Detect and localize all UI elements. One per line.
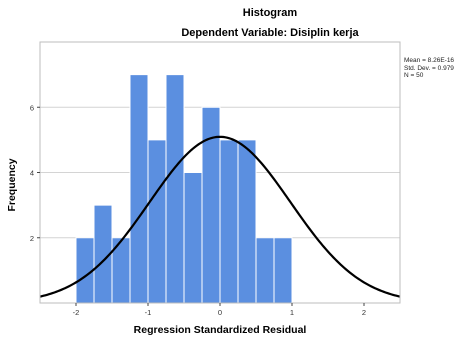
histogram-bar [129,74,149,304]
x-tick-label: 1 [290,308,294,317]
y-tick-label: 6 [30,103,34,112]
histogram-bar [237,139,257,304]
curve-layer [39,135,401,298]
x-tick-label: 0 [218,308,222,317]
axis-layer: -2 -1 0 1 2 2 4 6 [30,41,401,317]
stats-mean: Mean = 8.26E-16 [404,57,455,64]
x-axis-label: Regression Standardized Residual [133,324,307,336]
stats-n: N = 50 [404,72,424,79]
histogram-bar [183,172,203,304]
chart-subtitle: Dependent Variable: Disiplin kerja [181,27,359,39]
histogram-bar [219,139,239,304]
histogram-bar [165,74,185,304]
histogram-bar [273,237,293,304]
chart-title: Histogram [242,7,298,19]
x-tick-label: -1 [145,308,152,317]
y-tick-label: 4 [30,169,34,178]
stats-box: Mean = 8.26E-16 Std. Dev. = 0.979 N = 50 [404,57,454,80]
normal-curve [39,135,401,298]
x-tick-label: 2 [362,308,366,317]
y-tick-label: 2 [30,234,34,243]
bars-layer [75,74,293,304]
stats-std-dev: Std. Dev. = 0.979 [404,64,454,72]
histogram-bar [147,139,167,304]
x-tick-label: -2 [73,308,80,317]
histogram-bar [255,237,275,304]
